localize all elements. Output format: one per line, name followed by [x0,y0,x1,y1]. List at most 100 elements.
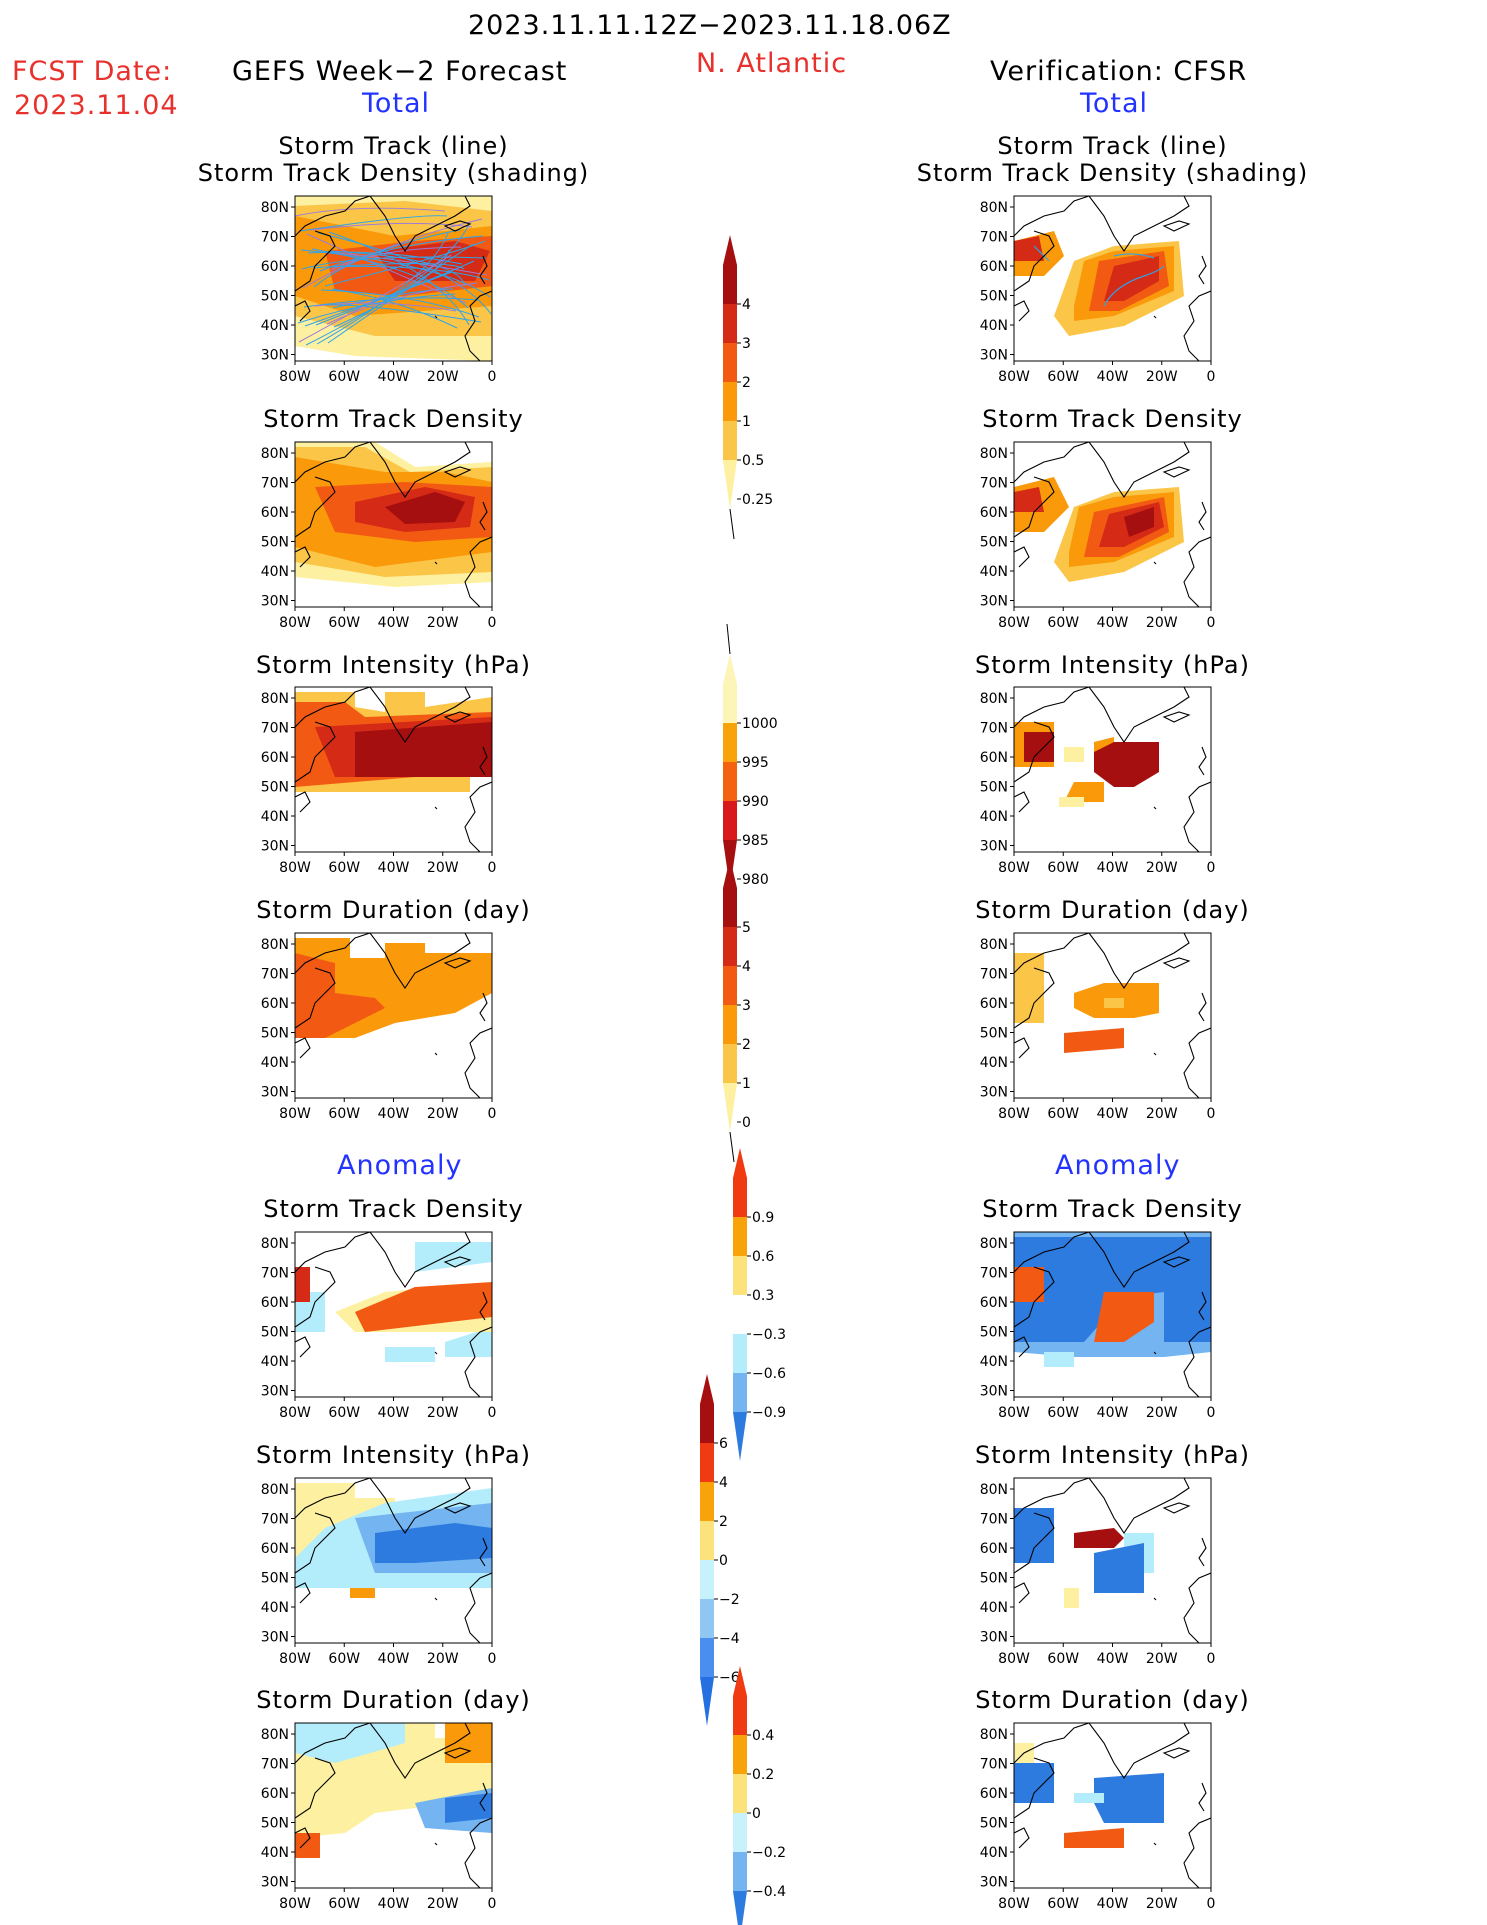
lat-tick-label: 60N [261,1786,289,1802]
lat-tick-label: 60N [980,996,1008,1012]
lat-tick-label: 50N [980,780,1008,796]
colorbar-arrow-bottom [723,460,737,509]
shaded-region [1104,998,1124,1008]
colorbar-arrow-top [723,654,737,684]
lon-tick-label: 60W [328,1651,360,1667]
lon-tick-label: 0 [488,1651,497,1667]
colorbar-label: −0.4 [752,1884,786,1900]
lat-tick-label: 40N [980,564,1008,580]
lon-tick-label: 20W [1146,860,1178,876]
lon-tick-label: 60W [1047,1651,1079,1667]
lat-tick-label: 40N [980,1055,1008,1071]
shaded-region [445,1327,492,1357]
colorbar-segment [723,1044,737,1083]
lon-tick-label: 0 [1207,1651,1216,1667]
anom-duration-bar: 0.4 0.2 0 −0.2 −0.4 [733,1666,786,1925]
total-intensity-map: 80N 70N 60N 50N 40N 30N 80W 60W 40W 20W 0 [261,686,496,876]
colorbar-segment [723,421,737,460]
lon-tick-label: 20W [427,1651,459,1667]
colorbar-label: 4 [719,1475,728,1491]
coastline [1014,1723,1211,1888]
right-anom-density-title: Storm Track Density [982,1195,1243,1223]
colorbar-label: 0 [719,1553,728,1569]
lat-tick-label: 70N [980,1757,1008,1773]
colorbar-arrow-top [700,1374,714,1404]
anom-density-map: 80N 70N 60N 50N 40N 30N 80W 60W 40W 20W 0 [980,1231,1216,1421]
lat-tick-label: 50N [980,1325,1008,1341]
lat-tick-label: 40N [261,1845,289,1861]
shaded-region [1014,236,1044,261]
lon-tick-label: 40W [378,1651,410,1667]
coastline [1014,1478,1211,1643]
total-density-map: 80N 70N 60N 50N 40N 30N 80W 60W 40W 20W 0 [980,441,1215,631]
lat-tick-label: 70N [261,721,289,737]
right-anomaly-label: Anomaly [1055,1150,1181,1181]
lat-tick-label: 60N [980,505,1008,521]
lon-tick-label: 60W [328,1896,360,1912]
lat-tick-label: 40N [261,1600,289,1616]
shaded-region [1064,1828,1124,1848]
colorbar-segment [700,1443,714,1482]
shaded-region [1044,1352,1074,1367]
lat-tick-label: 70N [261,1757,289,1773]
lat-tick-label: 30N [980,1875,1008,1891]
colorbar-segment [723,265,737,304]
fcst-date-value: 2023.11.04 [14,90,179,121]
lat-tick-label: 70N [261,967,289,983]
colorbar-label: 4 [742,297,751,313]
lon-tick-label: 40W [1097,615,1129,631]
anom-intensity-map: 80N 70N 60N 50N 40N 30N 80W 60W 40W 20W 0 [980,1477,1216,1667]
colorbar-segment [723,723,737,762]
colorbar-segment [733,1774,747,1813]
lon-tick-label: 0 [1207,369,1216,385]
left-total-density-title: Storm Track Density [263,405,524,433]
coastline [1014,196,1211,361]
lat-tick-label: 40N [980,1354,1008,1370]
intensity-bar: 1000 995 990 985 980 [723,623,778,889]
lon-tick-label: 40W [1097,860,1129,876]
left-anomaly-label: Anomaly [337,1150,463,1181]
lat-tick-label: 80N [980,691,1008,707]
shaded-region [295,1833,320,1858]
colorbar-label: 0.4 [752,1728,774,1744]
storm-track-lines [1033,245,1165,307]
lat-tick-label: 60N [261,996,289,1012]
lat-tick-label: 70N [980,721,1008,737]
colorbar-segment [723,927,737,966]
lat-tick-label: 30N [980,594,1008,610]
colorbar-label: 0.5 [742,453,764,469]
shaded-region [1014,1508,1054,1563]
shaded-region [350,1588,375,1598]
colorbar-segment [733,1334,747,1373]
lat-tick-label: 50N [261,1816,289,1832]
lat-tick-label: 30N [980,1384,1008,1400]
colorbar-label: 2 [742,375,751,391]
lat-tick-label: 40N [980,1600,1008,1616]
colorbar-arrow-top [723,235,737,265]
lon-tick-label: 20W [1146,1405,1178,1421]
shaded-region [1059,797,1084,807]
colorbar-segment [723,966,737,1005]
total-duration-map: 80N 70N 60N 50N 40N 30N 80W 60W 40W 20W 0 [980,932,1215,1122]
lon-tick-label: 40W [378,1405,410,1421]
coastline [295,933,492,1098]
colorbar-segment [700,1560,714,1599]
lon-tick-label: 60W [1047,1405,1079,1421]
shaded-region [445,1723,492,1763]
lon-tick-label: 80W [279,1896,311,1912]
lon-tick-label: 60W [328,369,360,385]
colorbar-segment [733,1178,747,1217]
lon-tick-label: 0 [1207,1405,1216,1421]
colorbar-tail [726,623,731,655]
lat-tick-label: 50N [261,535,289,551]
shaded-region [1094,1543,1144,1593]
lon-tick-label: 40W [378,860,410,876]
colorbar-label: 3 [742,336,751,352]
colorbar-label: 0 [752,1806,761,1822]
colorbar-segment [723,382,737,421]
lat-tick-label: 50N [980,1571,1008,1587]
colorbar-label: 0.25 [742,492,773,508]
shaded-region [295,1267,310,1302]
lat-tick-label: 50N [261,1026,289,1042]
coastline [1014,687,1211,852]
